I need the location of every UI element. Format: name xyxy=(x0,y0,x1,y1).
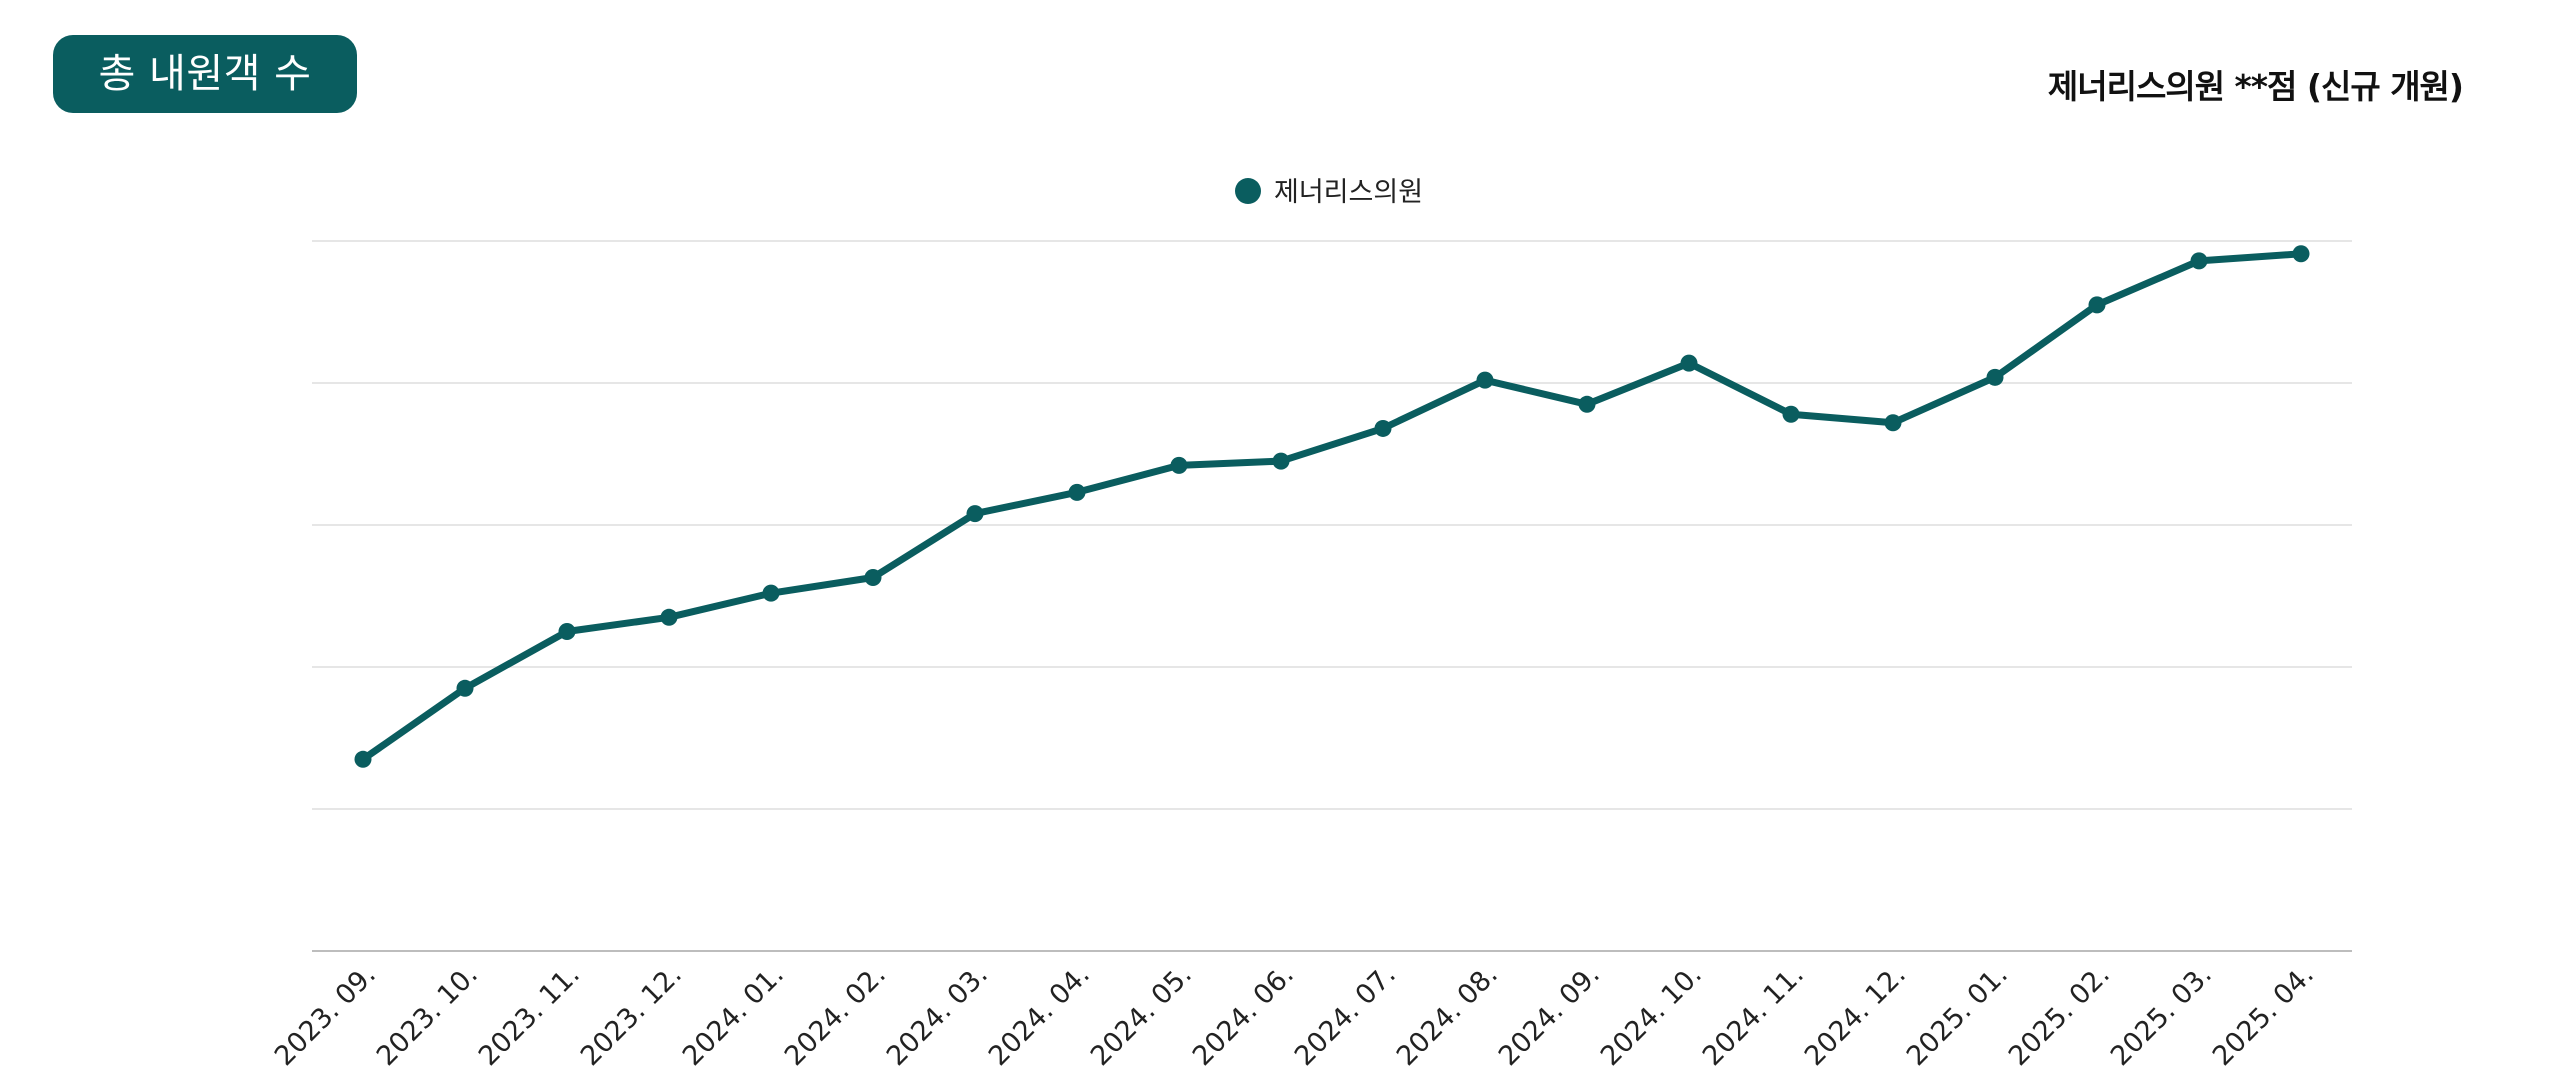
chart-legend: 제너리스의원 xyxy=(1235,177,1423,208)
x-tick-label: 2024. 10. xyxy=(1595,959,1708,1072)
data-point xyxy=(2292,245,2310,263)
x-tick-label: 2023. 09. xyxy=(269,959,382,1072)
x-tick-label: 2024. 11. xyxy=(1697,959,1810,1072)
data-point xyxy=(1578,395,1596,413)
data-point xyxy=(1476,371,1494,389)
data-point xyxy=(1680,354,1698,372)
data-point xyxy=(1068,483,1086,501)
x-tick-label: 2024. 03. xyxy=(881,959,994,1072)
x-tick-label: 2024. 06. xyxy=(1187,959,1300,1072)
x-tick-label: 2025. 01. xyxy=(1901,959,2014,1072)
chart-grid xyxy=(312,240,2352,952)
data-point xyxy=(1884,414,1902,432)
data-point xyxy=(864,569,882,587)
series-layer xyxy=(354,245,2310,768)
series-line xyxy=(359,250,2305,763)
x-tick-label: 2024. 01. xyxy=(677,959,790,1072)
data-point xyxy=(1374,419,1392,437)
x-tick-label: 2024. 12. xyxy=(1799,959,1912,1072)
legend-marker-icon xyxy=(1235,178,1261,204)
data-point xyxy=(1170,456,1188,474)
x-tick-label: 2023. 10. xyxy=(371,959,484,1072)
x-tick-label: 2024. 02. xyxy=(779,959,892,1072)
data-point xyxy=(1986,368,2004,386)
data-point xyxy=(2190,252,2208,270)
x-tick-label: 2025. 03. xyxy=(2105,959,2218,1072)
x-tick-label: 2025. 02. xyxy=(2003,959,2116,1072)
x-tick-label: 2024. 09. xyxy=(1493,959,1606,1072)
x-tick-label: 2024. 08. xyxy=(1391,959,1504,1072)
data-point xyxy=(1272,452,1290,470)
x-axis-ticks: 2023. 09.2023. 10.2023. 11.2023. 12.2024… xyxy=(269,959,2320,1072)
data-point xyxy=(966,505,984,523)
page-title-badge: 총 내원객 수 xyxy=(53,35,357,113)
legend-label: 제너리스의원 xyxy=(1274,177,1423,208)
data-point xyxy=(354,750,372,768)
data-point xyxy=(558,623,576,640)
data-point xyxy=(660,608,678,626)
data-point xyxy=(1782,405,1800,423)
x-tick-label: 2024. 04. xyxy=(983,959,1096,1072)
x-tick-label: 2025. 04. xyxy=(2207,959,2320,1072)
x-tick-label: 2023. 12. xyxy=(575,959,688,1072)
data-point xyxy=(762,584,780,602)
data-point xyxy=(2088,296,2106,314)
data-point xyxy=(456,679,474,697)
x-tick-label: 2024. 07. xyxy=(1289,959,1402,1072)
x-tick-label: 2023. 11. xyxy=(473,959,586,1072)
x-tick-label: 2024. 05. xyxy=(1085,959,1198,1072)
chart-subtitle: 제너리스의원 **점 (신규 개원) xyxy=(2047,67,2464,106)
